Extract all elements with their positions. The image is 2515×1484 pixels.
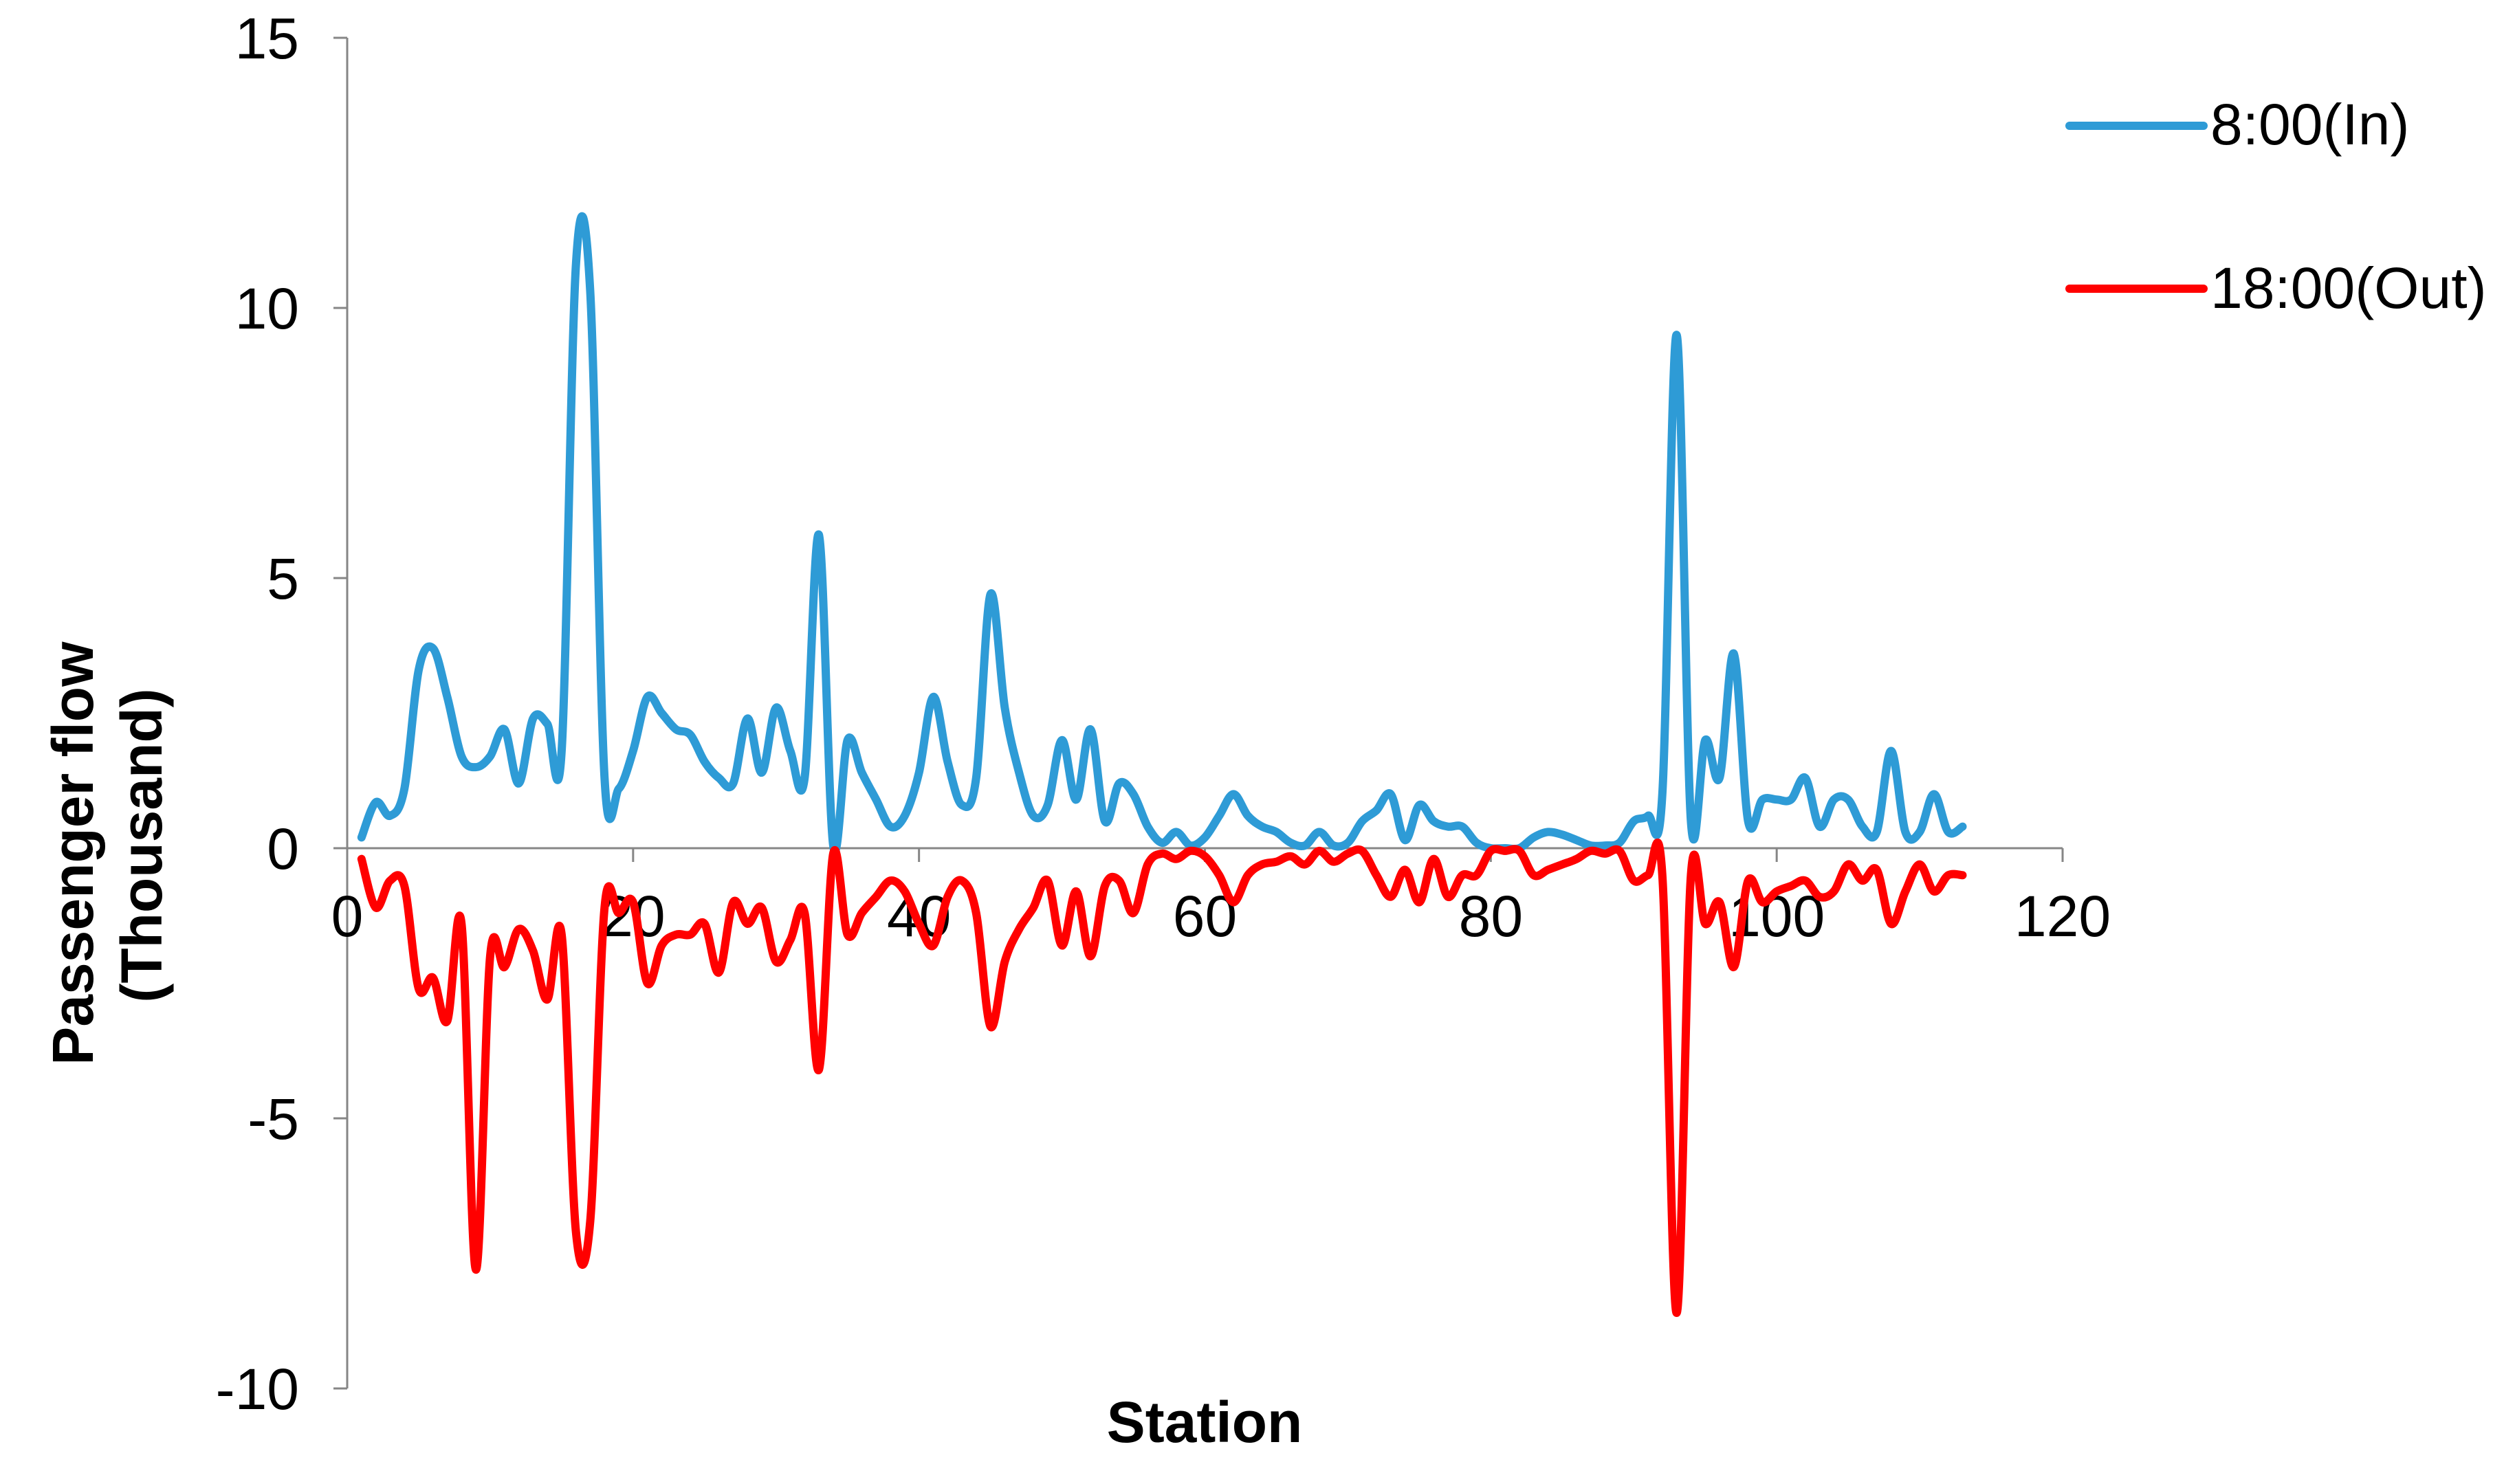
x-tick-label: 0 <box>331 884 364 949</box>
legend-label-out: 18:00(Out) <box>2210 256 2487 320</box>
y-tick-label: 5 <box>267 546 299 611</box>
legend-label-in: 8:00(In) <box>2210 92 2410 157</box>
y-tick-label: -10 <box>216 1357 299 1421</box>
series-line-in <box>357 212 1967 856</box>
series-lines <box>357 212 1967 1317</box>
x-tick-label: 80 <box>1459 884 1523 949</box>
y-tick-label: 15 <box>235 6 299 71</box>
x-axis-title: Station <box>1107 1390 1303 1454</box>
y-tick-label: 0 <box>267 817 299 881</box>
y-axis-title: Passenger flow (Thousand) <box>41 625 174 1065</box>
y-axis: -10 -5 0 5 10 15 <box>216 6 349 1421</box>
y-tick-label: -5 <box>248 1087 299 1151</box>
y-tick-label: 10 <box>235 276 299 341</box>
legend: 8:00(In) 18:00(Out) <box>2065 92 2487 320</box>
x-tick-label: 120 <box>2014 884 2111 949</box>
y-axis-title-line-1: Passenger flow <box>41 641 105 1065</box>
series-line-out <box>357 838 1967 1317</box>
y-axis-title-line-2: (Thousand) <box>109 688 174 1002</box>
